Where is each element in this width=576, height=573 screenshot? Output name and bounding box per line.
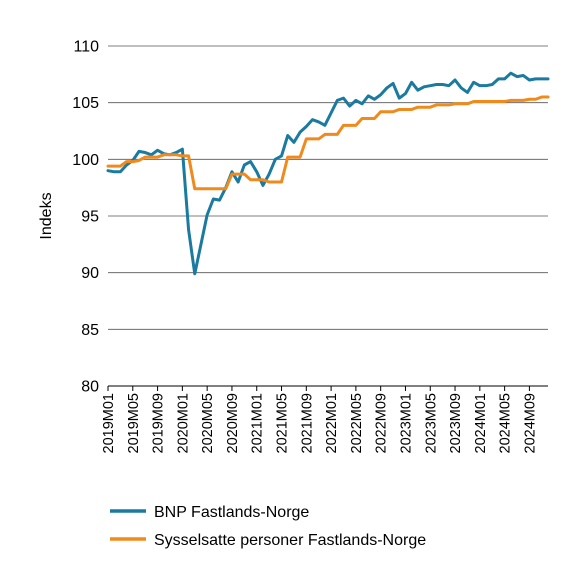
gridlines [108, 45, 548, 330]
x-tick-label: 2019M01 [101, 393, 117, 453]
x-tick-label: 2022M01 [324, 393, 340, 453]
x-tick-label: 2021M01 [250, 393, 266, 453]
x-tick-label: 2023M05 [423, 393, 439, 453]
x-tick-label: 2019M09 [151, 393, 167, 453]
y-tick-label: 85 [81, 322, 99, 339]
series-lines [106, 71, 550, 276]
x-tick-label: 2020M05 [200, 393, 216, 453]
x-tick-label: 2020M09 [225, 393, 241, 453]
x-tick-label: 2023M01 [398, 393, 414, 453]
legend: BNP Fastlands-Norge Sysselsatte personer… [110, 504, 426, 549]
x-tick-label: 2021M09 [299, 393, 315, 453]
x-tick-label: 2024M05 [498, 393, 514, 453]
y-tick-label: 100 [72, 152, 99, 169]
x-tick-label: 2019M05 [126, 393, 142, 453]
x-tick-label: 2023M09 [448, 393, 464, 453]
x-tick-label: 2024M09 [522, 393, 538, 453]
x-tick-label: 2022M09 [374, 393, 390, 453]
legend-label-sysselsatte: Sysselsatte personer Fastlands-Norge [154, 532, 426, 549]
y-tick-label: 110 [73, 39, 99, 56]
x-tick-label: 2020M01 [175, 393, 191, 453]
x-tick-label: 2021M05 [275, 393, 291, 453]
x-tick-label: 2024M01 [473, 393, 489, 453]
series-line-bnp [106, 71, 550, 276]
y-tick-label: 90 [81, 265, 99, 282]
x-tick-label: 2022M05 [349, 393, 365, 453]
y-tick-label: 105 [72, 95, 99, 112]
y-axis-title: Indeks [38, 192, 55, 239]
legend-label-bnp: BNP Fastlands-Norge [154, 504, 309, 521]
axes [107, 385, 548, 391]
series-line-sysselsatte [106, 95, 550, 191]
y-tick-label: 80 [81, 379, 99, 396]
tick-labels: 80 85 90 95 100 105 110 2019M01 2019M05 2019M09 20… [72, 39, 538, 454]
y-tick-label: 95 [81, 209, 99, 226]
